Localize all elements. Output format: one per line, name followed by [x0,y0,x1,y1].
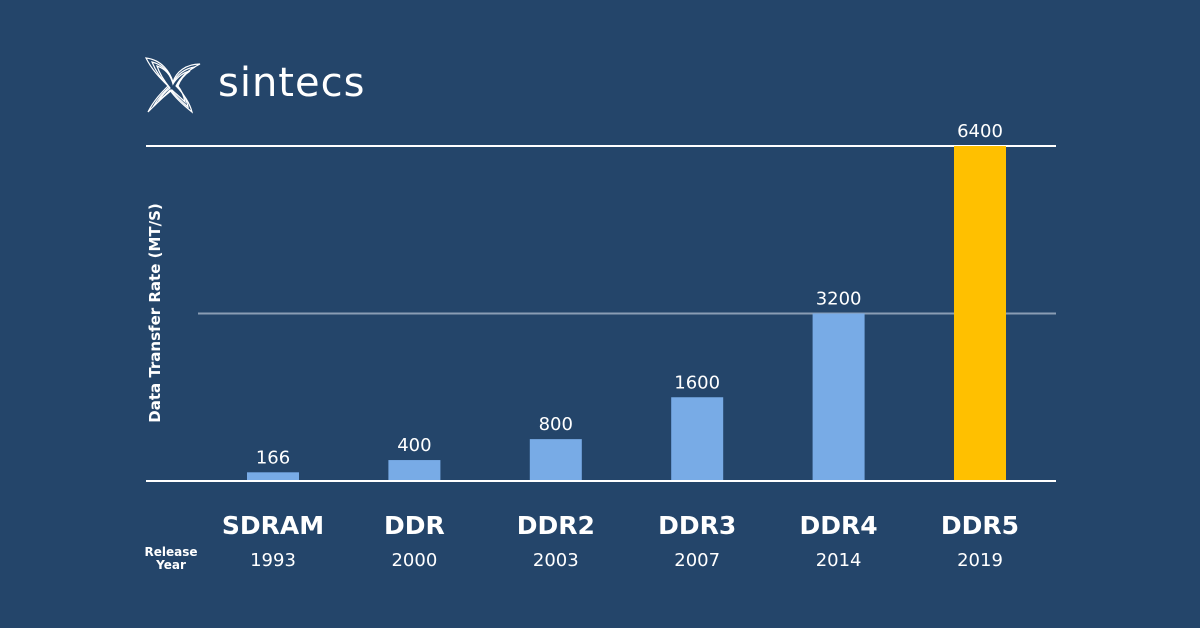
category-label-ddr2: DDR2 [517,511,595,540]
category-label-ddr5: DDR5 [941,511,1019,540]
category-label-ddr3: DDR3 [658,511,736,540]
brand-name: sintecs [218,60,366,106]
sintecs-logo-icon [144,57,201,114]
release-year-row-label: Release Year [136,546,206,572]
data-label-ddr4: 3200 [816,289,862,310]
bar-ddr2 [529,439,582,481]
year-label-ddr4: 2014 [816,550,862,571]
category-label-sdram: SDRAM [222,511,324,540]
bar-sdram [247,472,299,481]
bar-ddr3 [671,397,724,481]
row-label-line-2: Year [156,558,186,572]
data-label-ddr: 400 [397,435,431,456]
row-label-line-1: Release [144,545,198,559]
category-label-ddr: DDR [384,511,445,540]
year-label-ddr5: 2019 [957,550,1003,571]
data-label-ddr5: 6400 [957,121,1003,142]
year-label-ddr2: 2003 [533,550,579,571]
category-label-ddr4: DDR4 [800,511,878,540]
year-label-ddr3: 2007 [674,550,720,571]
bar-ddr [388,460,441,481]
bar-ddr4 [812,313,865,481]
bar-ddr5 [954,146,1006,481]
data-label-ddr3: 1600 [674,372,720,393]
year-label-ddr: 2000 [391,550,437,571]
data-label-sdram: 166 [256,447,290,468]
data-label-ddr2: 800 [539,414,573,435]
brand-logo: sintecs [140,48,365,118]
year-label-sdram: 1993 [250,550,296,571]
